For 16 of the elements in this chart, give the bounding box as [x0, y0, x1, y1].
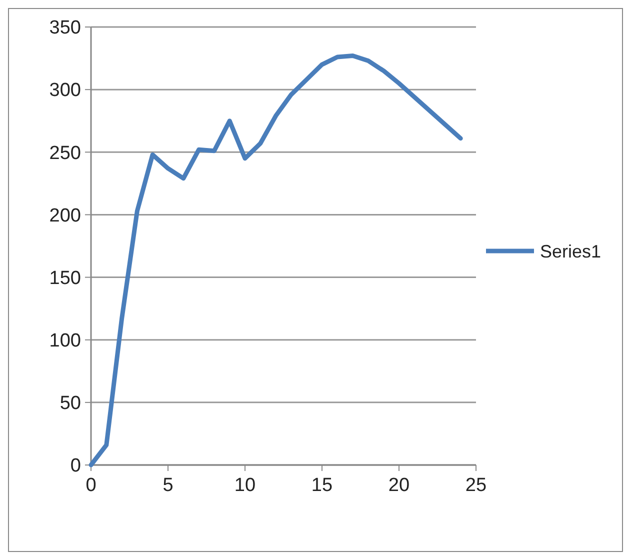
y-tick-label: 150 — [49, 268, 81, 289]
y-tick-label: 250 — [49, 142, 81, 164]
y-tick-label: 300 — [49, 80, 81, 102]
y-tick-label: 100 — [49, 330, 81, 352]
line-series — [88, 54, 463, 468]
y-tick-label: 350 — [49, 18, 81, 39]
y-tick-label: 200 — [49, 205, 81, 226]
x-tick-label: 10 — [234, 475, 256, 496]
x-tick-label: 0 — [86, 475, 96, 496]
x-tick-label: 20 — [388, 475, 410, 496]
y-tick-label: 50 — [60, 393, 81, 414]
legend-label: Series1 — [540, 241, 602, 262]
x-tick-label: 25 — [465, 475, 487, 496]
x-tick-label: 5 — [162, 475, 174, 496]
x-tick-label: 15 — [311, 475, 333, 496]
y-tick-label: 0 — [70, 456, 81, 477]
